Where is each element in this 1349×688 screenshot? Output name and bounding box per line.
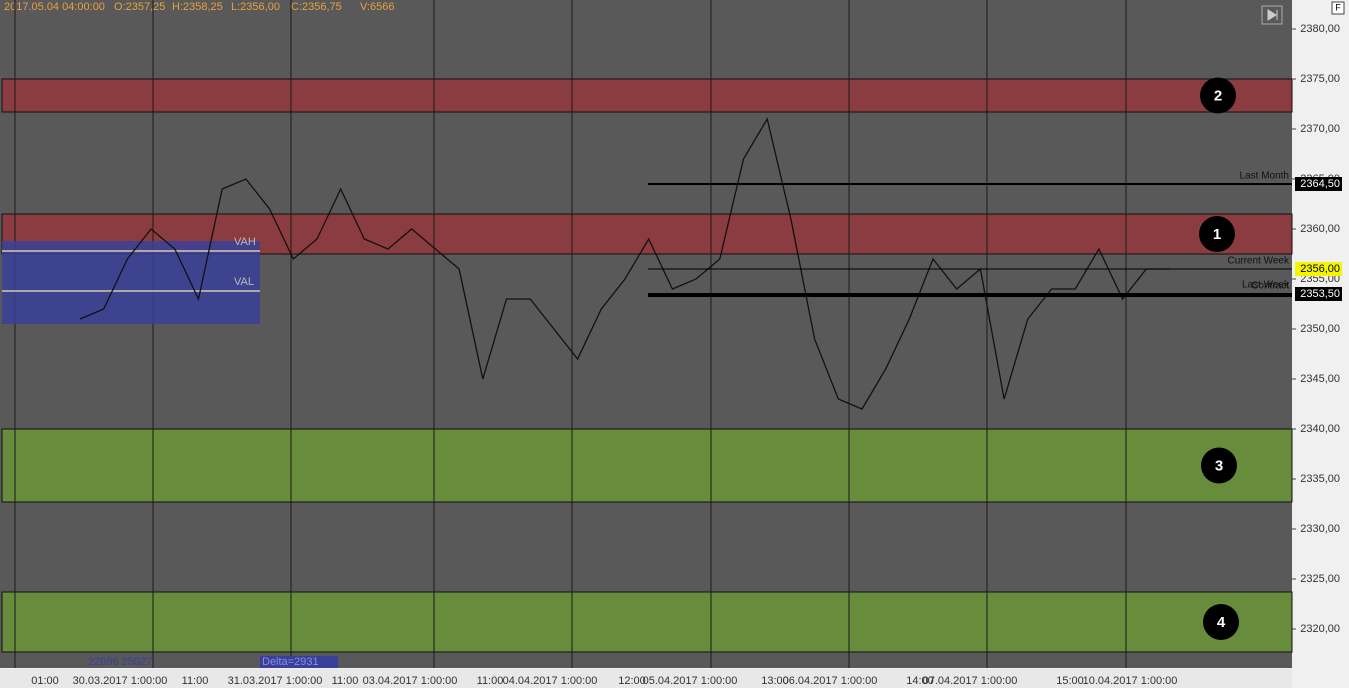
y-tick-label: 2335,00 [1300,473,1340,485]
y-tick-label: 2370,00 [1300,123,1340,135]
x-tick-label: 14:00 [906,675,934,687]
level-name: Last Month [1240,171,1289,182]
header: 2017.05.04 04:00:00 O:2357,25 H:2358,25 … [4,1,394,13]
x-axis-area [0,669,1292,688]
y-axis-area [1292,0,1349,688]
x-tick-label: 01:00 [31,675,59,687]
x-tick-label: 05.04.2017 1:00:00 [643,675,738,687]
level-name: Last Week [1242,280,1290,291]
delta-box [260,656,338,668]
x-tick-label: 31.03.2017 1:00:00 [228,675,323,687]
level-price-label: 2353,50 [1300,288,1340,300]
volume-text: 22096 25027 [88,656,152,668]
x-tick-label: 04.04.2017 1:00:00 [503,675,598,687]
delta-text: Delta=2931 [262,656,319,668]
x-tick-label: 15:00 [1056,675,1084,687]
value-area-label: VAH [234,236,256,248]
y-tick-label: 2360,00 [1300,223,1340,235]
header-high: H:2358,25 [172,1,223,13]
y-tick-label: 2340,00 [1300,423,1340,435]
y-tick-label: 2330,00 [1300,523,1340,535]
zone-badge [1199,216,1235,252]
header-low: L:2356,00 [231,1,280,13]
header-open: O:2357,25 [114,1,165,13]
level-name: Current Week [1227,256,1290,267]
x-tick-label: 07.04.2017 1:00:00 [923,675,1018,687]
price-line [79,117,1170,410]
f-button-label: F [1335,2,1341,12]
x-tick-label: 11:00 [182,675,209,687]
x-tick-label: 11:00 [332,675,359,687]
y-tick-label: 2320,00 [1300,623,1340,635]
header-volume: V:6566 [360,1,394,13]
y-tick-label: 2345,00 [1300,373,1340,385]
y-tick-label: 2350,00 [1300,323,1340,335]
value-area-label: VAL [234,276,254,288]
y-tick-label: 2380,00 [1300,23,1340,35]
x-tick-label: 30.03.2017 1:00:00 [73,675,168,687]
x-tick-label: 10.04.2017 1:00:00 [1083,675,1178,687]
f-button[interactable] [1331,1,1345,15]
zone [1,428,1293,503]
level-price-box [1295,262,1342,276]
scroll-button[interactable] [1261,5,1283,25]
zone-badge [1200,77,1236,114]
scroll-icon [1267,9,1278,21]
zone-badge [1203,604,1239,640]
x-tick-label: 11:00 [477,675,504,687]
level-price-box [1295,177,1342,191]
zone-label: 2 [1214,87,1222,104]
zone [1,78,1293,113]
zone [1,213,1293,255]
header-close: C:2356,75 [291,1,342,13]
x-tick-label: 03.04.2017 1:00:00 [363,675,458,687]
x-tick-label: 13:00 [761,675,789,687]
level-price-label: 2364,50 [1300,178,1340,190]
level-name: Contract [1251,281,1289,292]
level-price-box [1295,287,1342,301]
zone [1,591,1293,653]
y-tick-label: 2325,00 [1300,573,1340,585]
zone-badge [1201,447,1237,484]
zone-label: 1 [1213,226,1221,243]
zone-label: 4 [1217,614,1226,631]
x-tick-label: 06.04.2017 1:00:00 [783,675,878,687]
level-price-label: 2356,00 [1300,263,1340,275]
y-tick-label: 2375,00 [1300,73,1340,85]
zone-label: 3 [1215,457,1223,474]
header-time: 2017.05.04 04:00:00 [4,1,105,13]
x-tick-label: 12:00 [618,675,646,687]
